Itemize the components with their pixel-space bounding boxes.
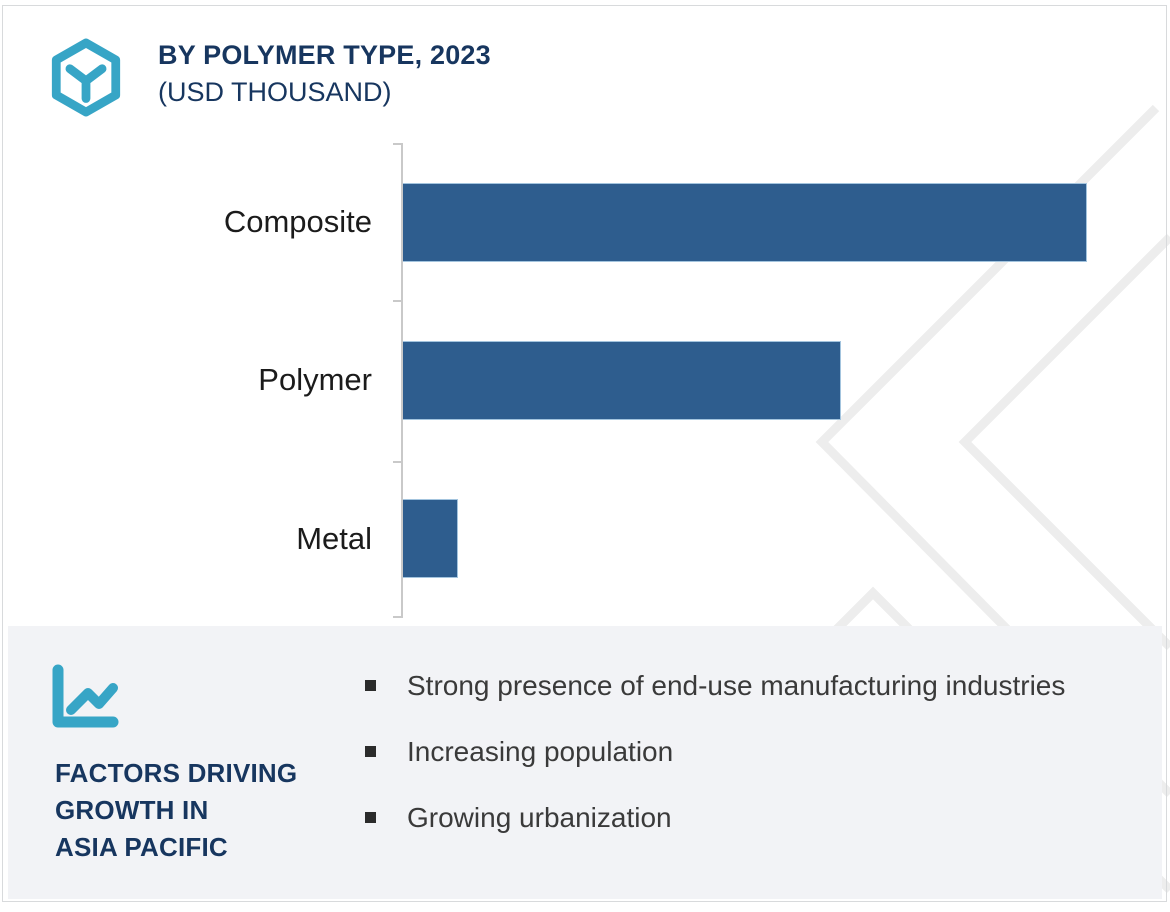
factors-heading-line: FACTORS DRIVING bbox=[55, 758, 298, 788]
factors-panel: FACTORS DRIVING GROWTH IN ASIA PACIFIC S… bbox=[8, 626, 1162, 899]
factors-heading-line: GROWTH IN bbox=[55, 795, 209, 825]
bar-row: Polymer bbox=[0, 301, 1170, 459]
bar-polymer bbox=[403, 340, 841, 420]
bar-label-metal: Metal bbox=[296, 520, 372, 556]
bar-row: Metal bbox=[0, 460, 1170, 618]
bar-chart: Composite Polymer Metal bbox=[0, 143, 1170, 618]
factors-heading-line: ASIA PACIFIC bbox=[55, 832, 228, 862]
line-chart-icon bbox=[47, 664, 119, 737]
factor-bullet: Growing urbanization bbox=[363, 794, 1103, 842]
factors-bullet-list: Strong presence of end-use manufacturing… bbox=[363, 662, 1103, 860]
factors-heading: FACTORS DRIVING GROWTH IN ASIA PACIFIC bbox=[55, 755, 297, 866]
factor-bullet: Strong presence of end-use manufacturing… bbox=[363, 662, 1103, 710]
axis-tick bbox=[393, 300, 401, 302]
axis-tick bbox=[393, 616, 401, 618]
bar-label-polymer: Polymer bbox=[258, 362, 372, 398]
bar-row: Composite bbox=[0, 143, 1170, 301]
bar-label-composite: Composite bbox=[223, 204, 372, 240]
factor-bullet: Increasing population bbox=[363, 728, 1103, 776]
bar-metal bbox=[403, 499, 458, 579]
chart-title: BY POLYMER TYPE, 2023 bbox=[158, 40, 491, 70]
chart-subtitle: (USD THOUSAND) bbox=[158, 77, 392, 107]
bar-composite bbox=[403, 182, 1087, 262]
axis-tick bbox=[393, 461, 401, 463]
bar-chart-rows: Composite Polymer Metal bbox=[0, 143, 1170, 618]
hexagon-y-logo-icon bbox=[47, 36, 125, 125]
y-axis-line bbox=[401, 143, 403, 618]
axis-tick bbox=[393, 143, 401, 145]
chart-header: BY POLYMER TYPE, 2023 (USD THOUSAND) bbox=[47, 36, 491, 125]
